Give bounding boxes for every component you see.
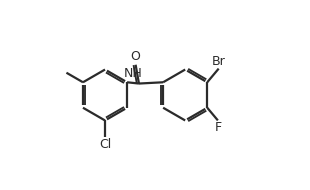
Text: Cl: Cl [99,138,111,151]
Text: F: F [215,121,222,134]
Text: NH: NH [124,66,142,79]
Text: O: O [131,50,140,63]
Text: Br: Br [212,55,226,68]
